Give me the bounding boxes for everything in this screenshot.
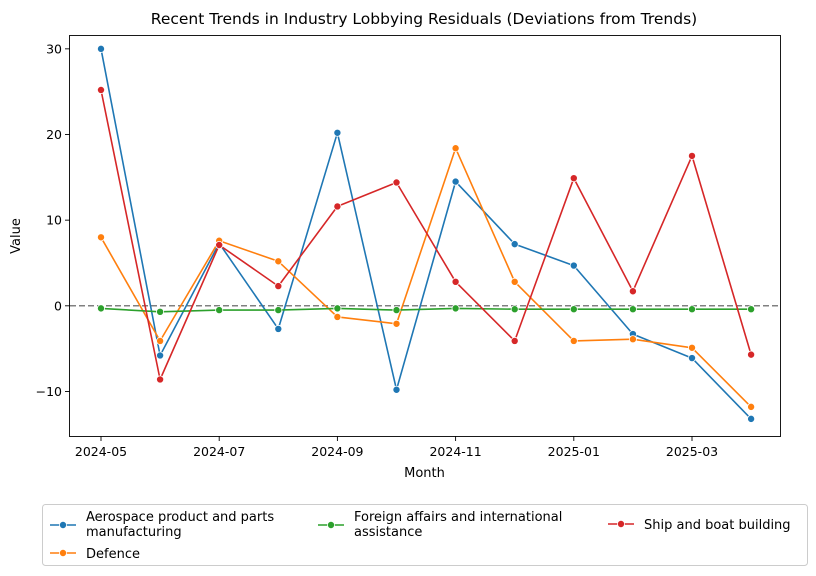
- data-point: [97, 44, 106, 53]
- y-tick-label: 20: [46, 127, 62, 142]
- data-point: [688, 151, 697, 160]
- data-point: [392, 319, 401, 328]
- data-point: [451, 304, 460, 313]
- series-line-1: [100, 147, 752, 408]
- chart-title: Recent Trends in Industry Lobbying Resid…: [151, 10, 697, 28]
- legend-label: Aerospace product and parts: [86, 510, 274, 525]
- x-axis-label: Month: [404, 466, 445, 481]
- data-point: [628, 335, 637, 344]
- data-point: [274, 257, 283, 266]
- x-tick-label: 2024-05: [75, 444, 127, 459]
- data-point: [215, 240, 224, 249]
- data-point: [333, 312, 342, 321]
- legend-label: Defence: [86, 547, 140, 562]
- y-tick-label: 30: [46, 41, 62, 56]
- data-point: [628, 287, 637, 296]
- series-line-3: [100, 89, 752, 381]
- legend-swatch-marker: [326, 521, 335, 530]
- y-tick-label: −10: [36, 384, 62, 399]
- data-point: [451, 144, 460, 153]
- data-point: [747, 402, 756, 411]
- data-point: [451, 277, 460, 286]
- data-point: [333, 304, 342, 313]
- data-point: [392, 306, 401, 315]
- data-point: [628, 305, 637, 314]
- legend-swatch-marker: [59, 521, 68, 530]
- series-line-2: [100, 307, 752, 313]
- plot-frame: [69, 35, 781, 437]
- data-point: [747, 350, 756, 359]
- data-point: [97, 304, 106, 313]
- data-point: [274, 324, 283, 333]
- data-point: [156, 336, 165, 345]
- x-tick-label: 2024-09: [311, 444, 363, 459]
- data-point: [747, 305, 756, 314]
- data-point: [747, 414, 756, 423]
- legend-swatch-marker: [617, 520, 626, 529]
- x-tick-label: 2024-11: [429, 444, 481, 459]
- data-point: [156, 307, 165, 316]
- legend-label: Foreign affairs and international: [354, 510, 562, 525]
- legend-swatch-marker: [59, 549, 68, 558]
- data-point: [510, 277, 519, 286]
- x-tick-label: 2025-03: [666, 444, 718, 459]
- legend-label: assistance: [354, 525, 422, 540]
- legend-frame: [42, 504, 808, 566]
- legend-label: manufacturing: [86, 525, 182, 540]
- data-point: [569, 305, 578, 314]
- data-point: [156, 375, 165, 384]
- y-tick-label: 10: [46, 213, 62, 228]
- data-point: [688, 305, 697, 314]
- data-point: [688, 343, 697, 352]
- data-point: [688, 354, 697, 363]
- data-point: [333, 128, 342, 137]
- data-point: [451, 177, 460, 186]
- series-line-0: [100, 48, 752, 420]
- legend: Aerospace product and partsmanufacturing…: [42, 504, 808, 566]
- y-tick-label: 0: [54, 298, 62, 313]
- x-tick-label: 2024-07: [193, 444, 245, 459]
- y-axis-label: Value: [9, 218, 24, 254]
- data-point: [510, 336, 519, 345]
- data-point: [392, 178, 401, 187]
- data-point: [333, 202, 342, 211]
- data-point: [569, 261, 578, 270]
- data-point: [569, 174, 578, 183]
- data-point: [274, 282, 283, 291]
- data-point: [156, 351, 165, 360]
- x-tick-label: 2025-01: [548, 444, 600, 459]
- data-point: [510, 240, 519, 249]
- data-point: [97, 233, 106, 242]
- data-point: [97, 85, 106, 94]
- data-point: [392, 385, 401, 394]
- legend-label: Ship and boat building: [644, 518, 791, 533]
- data-point: [510, 305, 519, 314]
- data-point: [215, 306, 224, 315]
- data-point: [569, 336, 578, 345]
- data-point: [274, 306, 283, 315]
